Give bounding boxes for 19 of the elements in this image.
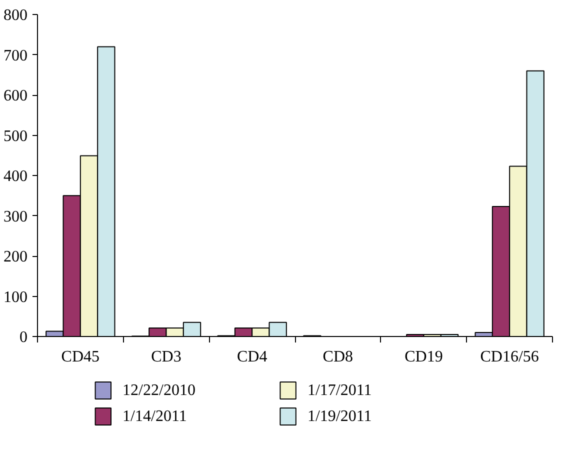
legend-label: 12/22/2010 [122,382,196,399]
y-tick-label: 200 [4,248,28,266]
x-tick-label: CD19 [404,348,443,366]
y-tick-label: 400 [4,168,28,185]
y-tick-label: 100 [4,288,28,306]
legend-label: 1/14/2011 [122,408,187,425]
x-tick-label: CD4 [236,348,268,366]
legend-label: 1/17/2011 [307,382,372,399]
x-tick-label: CD16/56 [480,348,539,366]
x-tick-label: CD8 [322,348,354,366]
x-tick-label: CD3 [151,348,182,366]
y-tick-label: 700 [4,47,28,64]
y-tick-label: 500 [4,128,28,145]
legend-label: 1/19/2011 [307,408,372,425]
y-tick-label: 300 [4,208,28,226]
x-tick-label: CD45 [61,348,100,366]
y-tick-label: 800 [4,7,28,24]
y-tick-label: 600 [4,88,28,104]
y-tick-label: 0 [20,329,28,346]
